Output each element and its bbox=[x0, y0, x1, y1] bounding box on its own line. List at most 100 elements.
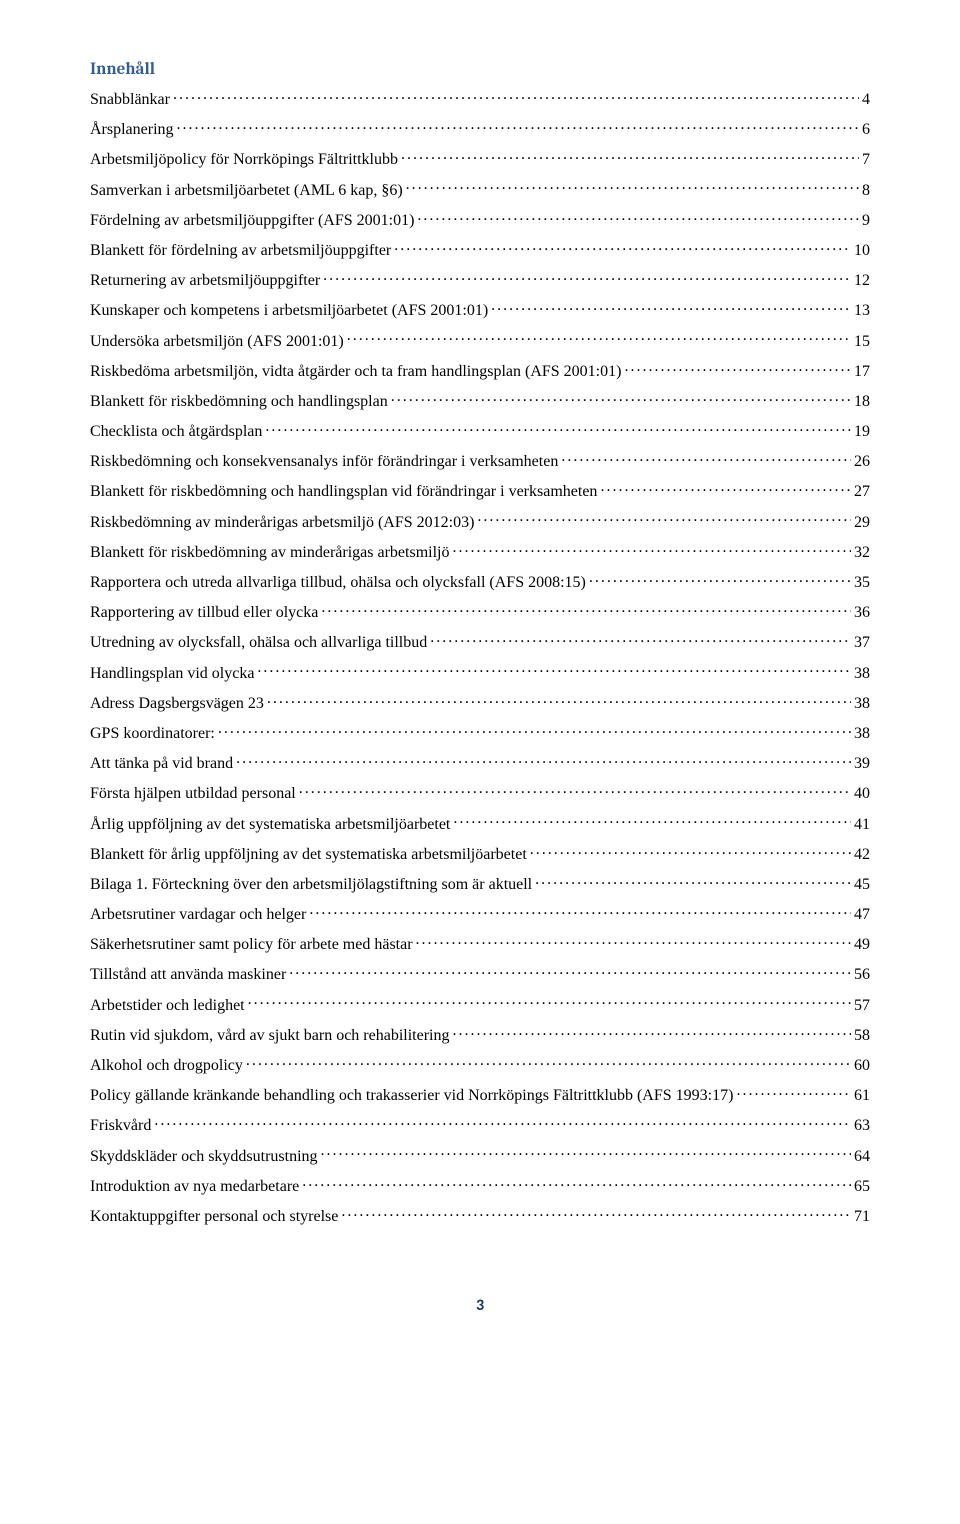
toc-entry[interactable]: Rutin vid sjukdom, vård av sjukt barn oc… bbox=[90, 1024, 870, 1045]
toc-entry-page: 29 bbox=[854, 513, 870, 532]
toc-entry[interactable]: Checklista och åtgärdsplan19 bbox=[90, 420, 870, 441]
toc-entry-label: GPS koordinatorer: bbox=[90, 724, 215, 743]
toc-entry-label: Adress Dagsbergsvägen 23 bbox=[90, 694, 264, 713]
toc-entry[interactable]: Skyddskläder och skyddsutrustning 64 bbox=[90, 1145, 870, 1166]
toc-entry-label: Friskvård bbox=[90, 1116, 151, 1135]
toc-entry[interactable]: Att tänka på vid brand 39 bbox=[90, 752, 870, 773]
toc-entry[interactable]: Riskbedömning och konsekvensanalys inför… bbox=[90, 450, 870, 471]
toc-entry-label: Introduktion av nya medarbetare bbox=[90, 1177, 299, 1196]
toc-leader-dots bbox=[302, 1175, 851, 1191]
toc-entry-label: Undersöka arbetsmiljön (AFS 2001:01) bbox=[90, 332, 344, 351]
toc-leader-dots bbox=[401, 148, 859, 164]
toc-entry-page: 42 bbox=[854, 845, 870, 864]
toc-entry-page: 35 bbox=[854, 573, 870, 592]
toc-entry-page: 26 bbox=[854, 452, 870, 471]
toc-entry-page: 12 bbox=[854, 271, 870, 290]
toc-entry-label: Arbetstider och ledighet bbox=[90, 996, 245, 1015]
toc-entry[interactable]: Kontaktuppgifter personal och styrelse 71 bbox=[90, 1205, 870, 1226]
toc-entry[interactable]: Riskbedömning av minderårigas arbetsmilj… bbox=[90, 511, 870, 532]
toc-entry-page: 57 bbox=[854, 996, 870, 1015]
toc-entry-label: Att tänka på vid brand bbox=[90, 754, 233, 773]
toc-entry-page: 32 bbox=[854, 543, 870, 562]
toc-leader-dots bbox=[341, 1205, 851, 1221]
toc-entry-page: 71 bbox=[854, 1207, 870, 1226]
toc-entry[interactable]: Undersöka arbetsmiljön (AFS 2001:01) 15 bbox=[90, 330, 870, 351]
toc-entry[interactable]: Blankett för riskbedömning och handlings… bbox=[90, 480, 870, 501]
toc-entry-label: Snabblänkar bbox=[90, 90, 170, 109]
toc-entry[interactable]: Handlingsplan vid olycka38 bbox=[90, 662, 870, 683]
toc-entry[interactable]: Friskvård63 bbox=[90, 1114, 870, 1135]
toc-entry-page: 15 bbox=[854, 332, 870, 351]
toc-entry-label: Checklista och åtgärdsplan bbox=[90, 422, 262, 441]
toc-leader-dots bbox=[535, 873, 851, 889]
toc-leader-dots bbox=[477, 511, 851, 527]
toc-leader-dots bbox=[561, 450, 851, 466]
toc-entry-label: Rapportering av tillbud eller olycka bbox=[90, 603, 318, 622]
toc-leader-dots bbox=[391, 390, 851, 406]
toc-entry-page: 18 bbox=[854, 392, 870, 411]
toc-entry-label: Utredning av olycksfall, ohälsa och allv… bbox=[90, 633, 427, 652]
toc-entry-page: 38 bbox=[854, 724, 870, 743]
toc-entry[interactable]: Årsplanering6 bbox=[90, 118, 870, 139]
toc-entry-label: Blankett för riskbedömning av minderårig… bbox=[90, 543, 449, 562]
toc-entry[interactable]: Policy gällande kränkande behandling och… bbox=[90, 1084, 870, 1105]
toc-leader-dots bbox=[323, 269, 851, 285]
document-page: Innehåll Snabblänkar4Årsplanering6Arbets… bbox=[0, 0, 960, 1355]
toc-entry[interactable]: Årlig uppföljning av det systematiska ar… bbox=[90, 813, 870, 834]
toc-entry[interactable]: Bilaga 1. Förteckning över den arbetsmil… bbox=[90, 873, 870, 894]
toc-entry[interactable]: Blankett för årlig uppföljning av det sy… bbox=[90, 843, 870, 864]
toc-leader-dots bbox=[394, 239, 851, 255]
toc-entry-label: Första hjälpen utbildad personal bbox=[90, 784, 296, 803]
toc-entry[interactable]: Fördelning av arbetsmiljöuppgifter (AFS … bbox=[90, 209, 870, 230]
toc-entry[interactable]: Arbetstider och ledighet 57 bbox=[90, 994, 870, 1015]
toc-entry-page: 10 bbox=[854, 241, 870, 260]
toc-entry[interactable]: Blankett för fördelning av arbetsmiljöup… bbox=[90, 239, 870, 260]
toc-entry-label: Kontaktuppgifter personal och styrelse bbox=[90, 1207, 338, 1226]
toc-entry-page: 61 bbox=[854, 1086, 870, 1105]
toc-entry-page: 39 bbox=[854, 754, 870, 773]
toc-leader-dots bbox=[289, 963, 851, 979]
toc-entry-label: Kunskaper och kompetens i arbetsmiljöarb… bbox=[90, 301, 488, 320]
toc-entry[interactable]: Snabblänkar4 bbox=[90, 88, 870, 109]
toc-entry[interactable]: Kunskaper och kompetens i arbetsmiljöarb… bbox=[90, 299, 870, 320]
toc-entry-page: 58 bbox=[854, 1026, 870, 1045]
toc-entry-label: Rutin vid sjukdom, vård av sjukt barn oc… bbox=[90, 1026, 450, 1045]
toc-entry-label: Bilaga 1. Förteckning över den arbetsmil… bbox=[90, 875, 532, 894]
toc-entry[interactable]: Blankett för riskbedömning av minderårig… bbox=[90, 541, 870, 562]
toc-entry[interactable]: Riskbedöma arbetsmiljön, vidta åtgärder … bbox=[90, 360, 870, 381]
toc-entry[interactable]: Arbetsmiljöpolicy för Norrköpings Fältri… bbox=[90, 148, 870, 169]
toc-entry[interactable]: Adress Dagsbergsvägen 2338 bbox=[90, 692, 870, 713]
toc-entry-label: Policy gällande kränkande behandling och… bbox=[90, 1086, 733, 1105]
toc-entry-label: Riskbedömning och konsekvensanalys inför… bbox=[90, 452, 558, 471]
toc-entry[interactable]: Rapportera och utreda allvarliga tillbud… bbox=[90, 571, 870, 592]
toc-entry[interactable]: GPS koordinatorer: 38 bbox=[90, 722, 870, 743]
toc-entry[interactable]: Första hjälpen utbildad personal40 bbox=[90, 782, 870, 803]
toc-entry[interactable]: Arbetsrutiner vardagar och helger47 bbox=[90, 903, 870, 924]
toc-entry[interactable]: Rapportering av tillbud eller olycka36 bbox=[90, 601, 870, 622]
toc-entry[interactable]: Alkohol och drogpolicy60 bbox=[90, 1054, 870, 1075]
toc-leader-dots bbox=[589, 571, 851, 587]
toc-entry[interactable]: Utredning av olycksfall, ohälsa och allv… bbox=[90, 631, 870, 652]
toc-entry-label: Skyddskläder och skyddsutrustning bbox=[90, 1147, 318, 1166]
toc-leader-dots bbox=[417, 209, 859, 225]
toc-entry-page: 49 bbox=[854, 935, 870, 954]
toc-entry-page: 17 bbox=[854, 362, 870, 381]
toc-entry-page: 64 bbox=[854, 1147, 870, 1166]
toc-entry-label: Riskbedömning av minderårigas arbetsmilj… bbox=[90, 513, 474, 532]
toc-leader-dots bbox=[453, 813, 851, 829]
toc-entry-label: Alkohol och drogpolicy bbox=[90, 1056, 243, 1075]
toc-entry[interactable]: Introduktion av nya medarbetare65 bbox=[90, 1175, 870, 1196]
toc-entry[interactable]: Samverkan i arbetsmiljöarbetet (AML 6 ka… bbox=[90, 179, 870, 200]
toc-entry[interactable]: Säkerhetsrutiner samt policy för arbete … bbox=[90, 933, 870, 954]
toc-entry-label: Tillstånd att använda maskiner bbox=[90, 965, 286, 984]
toc-leader-dots bbox=[321, 1145, 851, 1161]
toc-entry[interactable]: Returnering av arbetsmiljöuppgifter12 bbox=[90, 269, 870, 290]
toc-entry-page: 6 bbox=[862, 120, 870, 139]
toc-leader-dots bbox=[154, 1114, 851, 1130]
toc-entry[interactable]: Blankett för riskbedömning och handlings… bbox=[90, 390, 870, 411]
toc-leader-dots bbox=[347, 330, 851, 346]
toc-leader-dots bbox=[248, 994, 851, 1010]
toc-leader-dots bbox=[218, 722, 851, 738]
toc-entry[interactable]: Tillstånd att använda maskiner56 bbox=[90, 963, 870, 984]
toc-leader-dots bbox=[265, 420, 851, 436]
